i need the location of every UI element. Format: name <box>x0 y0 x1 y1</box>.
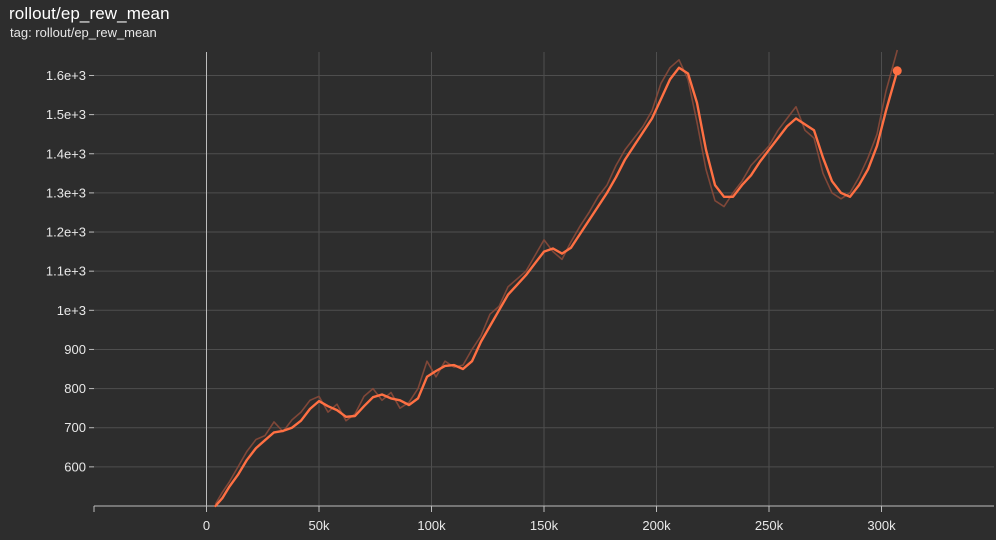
axes <box>89 74 994 512</box>
y-tick-label: 700 <box>64 420 86 435</box>
y-tick-label: 1e+3 <box>57 303 86 318</box>
y-tick-label: 1.1e+3 <box>46 264 86 279</box>
y-tick-label: 1.6e+3 <box>46 68 86 83</box>
x-tick-label: 150k <box>530 518 559 533</box>
y-tick-label: 800 <box>64 381 86 396</box>
y-tick-label: 1.2e+3 <box>46 225 86 240</box>
chart-title: rollout/ep_rew_mean <box>9 4 170 23</box>
series-end-point[interactable] <box>892 66 902 76</box>
x-tick-label: 200k <box>642 518 671 533</box>
x-tick-label: 0 <box>203 518 210 533</box>
series <box>214 49 902 508</box>
raw-series-line <box>214 49 899 505</box>
x-tick-label: 300k <box>867 518 896 533</box>
x-tick-label: 250k <box>755 518 784 533</box>
x-tick-label: 50k <box>309 518 330 533</box>
tick-labels: 600 700 800 900 1e+3 1.1e+3 1.2e+3 1.3e+3 1.4e+3… <box>46 68 896 533</box>
y-tick-label: 1.4e+3 <box>46 146 86 161</box>
grid-lines <box>94 52 994 506</box>
y-tick-label: 1.5e+3 <box>46 107 86 122</box>
y-tick-label: 900 <box>64 342 86 357</box>
y-tick-label: 1.3e+3 <box>46 185 86 200</box>
chart-tag-subtitle: tag: rollout/ep_rew_mean <box>10 25 157 40</box>
x-tick-label: 100k <box>417 518 446 533</box>
smoothed-series-line <box>214 66 899 508</box>
y-tick-label: 600 <box>64 459 86 474</box>
